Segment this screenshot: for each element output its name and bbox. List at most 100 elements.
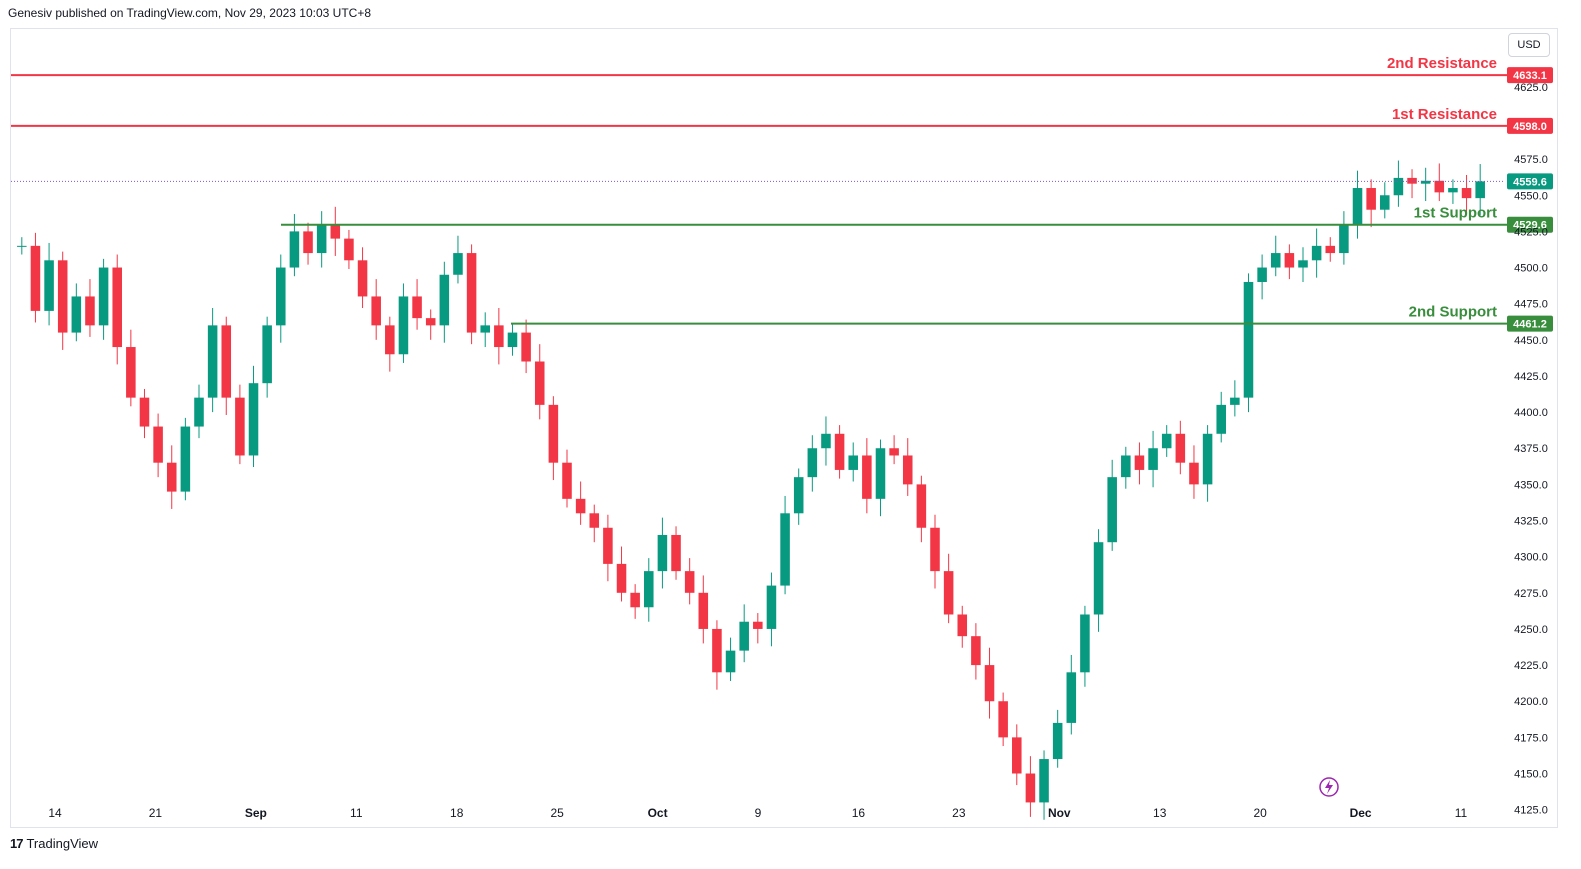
candle-body xyxy=(644,571,654,608)
candle-body xyxy=(1161,433,1172,449)
tradingview-footer[interactable]: 17 TradingView xyxy=(10,836,98,851)
current-price-value: 4559.6 xyxy=(1513,176,1547,188)
candle-body xyxy=(1298,260,1308,268)
y-tick-label: 4175.0 xyxy=(1514,732,1548,744)
y-tick-label: 4350.0 xyxy=(1514,479,1548,491)
y-tick-label: 4325.0 xyxy=(1514,516,1548,528)
candle-body xyxy=(1311,245,1322,261)
candle-body xyxy=(712,628,722,673)
candle-body xyxy=(1066,672,1077,723)
candle-body xyxy=(657,534,668,572)
y-tick-label: 4525.0 xyxy=(1514,226,1548,238)
y-tick-label: 4225.0 xyxy=(1514,660,1548,672)
y-tick-label: 4575.0 xyxy=(1514,154,1548,166)
candle-body xyxy=(930,527,940,572)
candle-body xyxy=(1134,455,1145,470)
currency-selector[interactable]: USD xyxy=(1508,33,1550,57)
x-tick-label: 14 xyxy=(48,806,62,820)
candle-body xyxy=(371,296,381,326)
price-chart[interactable]: 2nd Resistance 4633.1 1st Resistance 4598.0… xyxy=(11,29,1557,827)
candle-body xyxy=(957,614,968,637)
y-tick-label: 4450.0 xyxy=(1514,335,1548,347)
x-tick-label: 25 xyxy=(550,806,564,820)
candle-body xyxy=(494,325,504,348)
candle-body xyxy=(684,571,695,593)
y-tick-label: 4200.0 xyxy=(1514,696,1548,708)
price-tag-value: 4598.0 xyxy=(1513,121,1547,133)
candle-body xyxy=(166,462,177,492)
candle-body xyxy=(862,455,872,499)
candle-body xyxy=(766,585,777,629)
price-tag xyxy=(1507,216,1553,233)
support-label: 1st Support xyxy=(1414,205,1497,222)
x-tick-label: Oct xyxy=(648,806,668,820)
candle-body xyxy=(1121,455,1131,478)
candle-body xyxy=(1420,180,1431,184)
candle-body xyxy=(698,592,709,629)
y-tick-label: 4125.0 xyxy=(1514,805,1548,817)
publisher-header: Genesiv published on TradingView.com, No… xyxy=(8,6,371,20)
y-tick-label: 4375.0 xyxy=(1514,443,1548,455)
candle-body xyxy=(630,592,640,608)
candle-body xyxy=(1202,433,1213,485)
candle-body xyxy=(998,701,1008,738)
candle-body xyxy=(1380,195,1390,210)
candle-body xyxy=(85,296,95,326)
candle-body xyxy=(139,397,150,427)
candle-body xyxy=(344,238,354,261)
lightning-bolt-icon xyxy=(1325,780,1333,794)
x-tick-label: 11 xyxy=(1455,806,1468,820)
x-tick-label: Nov xyxy=(1048,806,1071,820)
candle-body xyxy=(1025,773,1036,803)
candle-body xyxy=(303,231,313,254)
y-tick-label: 4400.0 xyxy=(1514,407,1548,419)
candle-body xyxy=(725,650,736,673)
x-tick-label: 20 xyxy=(1253,806,1267,820)
candle-body xyxy=(1407,177,1417,184)
candle-body xyxy=(1352,188,1363,225)
candle-body xyxy=(1284,253,1295,268)
candle-body xyxy=(616,563,627,593)
candle-body xyxy=(1243,281,1254,398)
candle-body xyxy=(17,245,27,247)
candle-body xyxy=(1189,462,1199,485)
tradingview-logo-icon: 17 xyxy=(10,836,24,851)
candle-body xyxy=(71,296,82,333)
candle-body xyxy=(1257,267,1267,282)
candle-body xyxy=(1339,224,1349,254)
candle-body xyxy=(1270,253,1281,268)
y-tick-label: 4300.0 xyxy=(1514,552,1548,564)
candle-body xyxy=(57,260,68,333)
candle-body xyxy=(180,426,191,492)
x-tick-label: 11 xyxy=(350,806,363,820)
x-tick-label: 9 xyxy=(755,806,762,820)
candle-body xyxy=(262,325,272,384)
candle-body xyxy=(153,426,163,463)
candle-body xyxy=(1216,404,1226,434)
price-tag xyxy=(1507,117,1553,134)
x-tick-label: 18 xyxy=(450,806,464,820)
price-tag xyxy=(1507,315,1553,332)
candle-body xyxy=(1052,722,1063,760)
candle-body xyxy=(1093,542,1104,615)
y-tick-label: 4425.0 xyxy=(1514,371,1548,383)
x-tick-label: Sep xyxy=(245,806,267,820)
candle-body xyxy=(44,260,54,311)
y-tick-label: 4475.0 xyxy=(1514,299,1548,311)
candle-body xyxy=(848,455,858,470)
candle-body xyxy=(753,621,763,629)
candle-body xyxy=(466,253,477,333)
chart-pane[interactable]: 2nd Resistance 4633.1 1st Resistance 4598.0… xyxy=(10,28,1558,828)
candle-body xyxy=(1012,737,1022,774)
x-tick-label: 23 xyxy=(952,806,966,820)
tradingview-brand: TradingView xyxy=(26,836,99,851)
candle-body xyxy=(1230,397,1240,405)
candle-body xyxy=(248,383,259,456)
lightning-icon[interactable] xyxy=(1319,777,1339,797)
y-tick-label: 4150.0 xyxy=(1514,769,1548,781)
candle-body xyxy=(1039,759,1049,803)
candle-body xyxy=(1325,245,1336,254)
x-tick-label: 13 xyxy=(1153,806,1167,820)
candle-body xyxy=(126,347,136,398)
candle-body xyxy=(902,455,913,485)
